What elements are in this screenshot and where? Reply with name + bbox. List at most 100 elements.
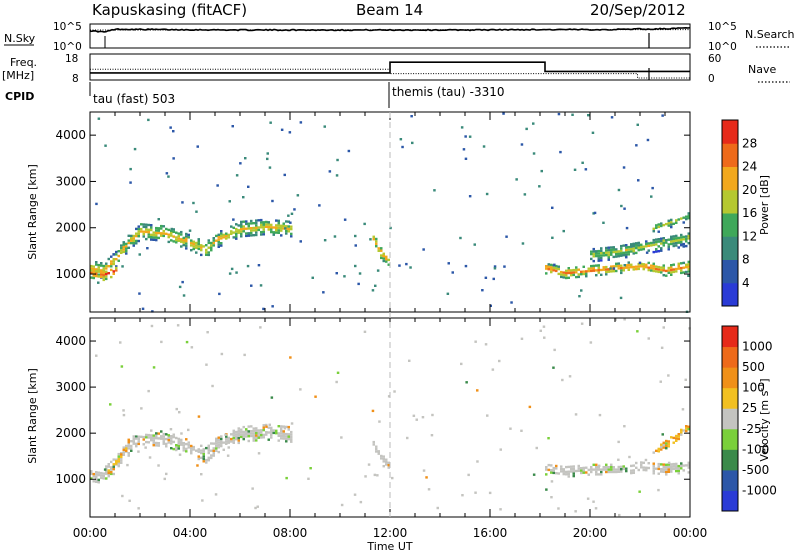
range-cell (212, 244, 215, 247)
range-cell (667, 463, 670, 466)
range-cell (230, 230, 233, 233)
range-cell (680, 238, 683, 241)
range-cell (185, 247, 188, 250)
range-cell (605, 251, 608, 254)
range-cell (353, 493, 357, 496)
range-cell (617, 264, 620, 268)
range-cell (190, 249, 193, 252)
range-cell (217, 443, 220, 447)
range-cell (167, 233, 170, 236)
range-cell (110, 262, 113, 266)
range-cell (207, 239, 210, 242)
range-cell (547, 265, 550, 268)
range-cell (499, 508, 502, 511)
range-cell (250, 219, 253, 223)
range-cell (610, 251, 613, 254)
range-cell (90, 271, 93, 274)
range-cell (190, 239, 193, 242)
range-cell (90, 472, 93, 475)
range-cell (307, 477, 310, 480)
range-cell (140, 223, 143, 226)
range-cell (170, 229, 173, 232)
range-cell (247, 234, 250, 237)
range-cell (290, 212, 294, 215)
range-cell (662, 241, 665, 245)
range-cell (296, 194, 300, 197)
range-cell (675, 241, 678, 245)
range-cell (447, 262, 450, 265)
range-cell (645, 266, 648, 269)
range-cell (605, 249, 608, 252)
range-cell (567, 472, 570, 476)
range-cell (592, 267, 595, 270)
x-tick-label: 12:00 (373, 526, 408, 540)
range-cell (202, 455, 205, 458)
range-cell (280, 224, 283, 227)
range-cell (685, 215, 688, 218)
range-cell (247, 232, 250, 235)
range-cell (282, 425, 285, 428)
range-cell (120, 249, 123, 252)
colorbar-segment (722, 387, 738, 409)
range-cell (377, 249, 380, 252)
range-cell (592, 269, 595, 272)
range-cell (117, 464, 120, 468)
range-cell (665, 274, 668, 277)
range-cell (642, 468, 645, 472)
range-cell (102, 276, 105, 279)
range-cell (265, 423, 268, 427)
range-cell (627, 248, 630, 251)
range-cell (95, 475, 98, 479)
range-cell (210, 456, 213, 460)
range-cell (165, 437, 168, 441)
range-cell (672, 222, 675, 225)
range-cell (550, 268, 553, 271)
range-cell (592, 252, 595, 256)
range-cell (109, 403, 112, 406)
range-cell (328, 170, 332, 173)
range-cell (675, 221, 678, 224)
range-cell (180, 245, 183, 248)
range-cell (600, 470, 603, 474)
range-cell (112, 272, 115, 275)
range-cell (647, 268, 650, 272)
colorbar-segment (722, 259, 738, 284)
range-cell (625, 469, 628, 473)
range-cell (647, 244, 650, 247)
range-cell (667, 470, 670, 473)
range-cell (406, 436, 409, 440)
range-cell (152, 434, 155, 437)
range-cell (627, 245, 630, 249)
range-cell (687, 242, 690, 245)
range-cell (357, 282, 360, 286)
nave-tick-bottom: 0 (708, 73, 715, 85)
range-cell (602, 266, 605, 269)
range-cell (580, 270, 583, 273)
range-cell (145, 223, 148, 226)
range-cell (202, 452, 205, 456)
range-cell (687, 212, 690, 215)
range-cell (228, 200, 231, 203)
range-cell (627, 268, 630, 271)
range-cell (172, 440, 175, 444)
range-cell (560, 270, 563, 274)
range-cell (382, 457, 385, 461)
range-cell (200, 253, 203, 257)
range-cell (215, 442, 218, 445)
range-cell (598, 413, 602, 417)
range-cell (485, 192, 489, 196)
range-cell (232, 439, 235, 442)
range-cell (677, 239, 680, 242)
range-cell (550, 464, 553, 467)
range-cell (100, 471, 103, 475)
range-cell (647, 337, 650, 340)
range-cell (597, 468, 600, 471)
range-cell (605, 463, 608, 466)
range-cell (687, 217, 690, 220)
range-cell (95, 268, 98, 271)
range-cell (600, 473, 603, 476)
range-cell (660, 463, 663, 466)
range-cell (92, 269, 95, 272)
range-cell (665, 473, 668, 476)
range-cell (222, 236, 225, 239)
